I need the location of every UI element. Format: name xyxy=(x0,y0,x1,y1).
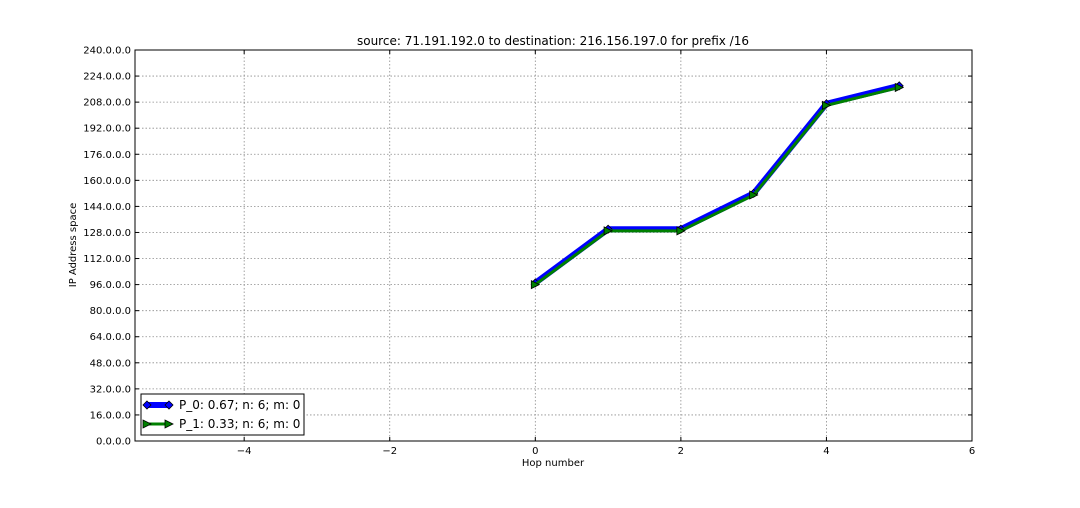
x-tick-label: 2 xyxy=(678,446,684,457)
data-point-p1 xyxy=(603,226,613,236)
x-tick-label: −4 xyxy=(237,446,252,457)
legend-box xyxy=(140,393,305,436)
x-tick-label: 0 xyxy=(532,446,538,457)
series-1 xyxy=(530,82,905,290)
y-tick-label: 160.0.0.0 xyxy=(83,176,131,187)
plot-frame xyxy=(134,49,973,442)
y-tick-label: 80.0.0.0 xyxy=(90,306,131,317)
data-point-p1 xyxy=(676,226,686,236)
data-series xyxy=(530,81,905,290)
legend-swatch-p1 xyxy=(142,419,174,429)
x-tick-label: 4 xyxy=(823,446,829,457)
y-tick-label: 240.0.0.0 xyxy=(83,46,131,57)
y-tick-label: 112.0.0.0 xyxy=(83,254,131,265)
legend-marker-p0 xyxy=(142,400,152,410)
y-tick-label: 192.0.0.0 xyxy=(83,124,131,135)
data-point-p1 xyxy=(530,279,541,290)
y-tick-label: 224.0.0.0 xyxy=(83,72,131,83)
legend-label-p0: P_0: 0.67; n: 6; m: 0 xyxy=(179,398,300,412)
data-point-p1 xyxy=(894,82,905,93)
y-tick-label: 128.0.0.0 xyxy=(83,228,131,239)
y-tick-label: 32.0.0.0 xyxy=(90,384,131,395)
x-tick-label: −2 xyxy=(382,446,397,457)
x-axis-label: Hop number xyxy=(522,458,585,469)
y-tick-label: 48.0.0.0 xyxy=(90,358,131,369)
x-tick-label: 6 xyxy=(969,446,975,457)
axis-ticks: −4 −2 0 2 4 6 0.0.0.0 16.0.0.0 32.0.0.0 48.0.0.0 6… xyxy=(83,46,975,458)
y-tick-label: 144.0.0.0 xyxy=(83,202,131,213)
y-tick-label: 176.0.0.0 xyxy=(83,150,131,161)
y-tick-label: 16.0.0.0 xyxy=(90,410,131,421)
data-point-p1 xyxy=(749,190,759,200)
legend-marker-p1 xyxy=(164,419,174,429)
y-axis-label: IP Address space xyxy=(68,203,79,288)
y-tick-label: 0.0.0.0 xyxy=(96,437,131,448)
legend-marker-p1 xyxy=(142,419,152,429)
data-point-p1 xyxy=(822,100,832,111)
series-line-1 xyxy=(534,86,900,286)
chart-title: source: 71.191.192.0 to destination: 216… xyxy=(357,34,749,48)
legend: P_0: 0.67; n: 6; m: 0 P_1: 0.33; n: 6; m… xyxy=(140,393,305,436)
y-tick-label: 96.0.0.0 xyxy=(90,280,131,291)
y-tick-label: 208.0.0.0 xyxy=(83,98,131,109)
legend-marker-p0 xyxy=(164,400,174,410)
y-tick-label: 64.0.0.0 xyxy=(90,332,131,343)
legend-label-p1: P_1: 0.33; n: 6; m: 0 xyxy=(179,417,300,431)
legend-swatch-p0 xyxy=(142,400,174,410)
